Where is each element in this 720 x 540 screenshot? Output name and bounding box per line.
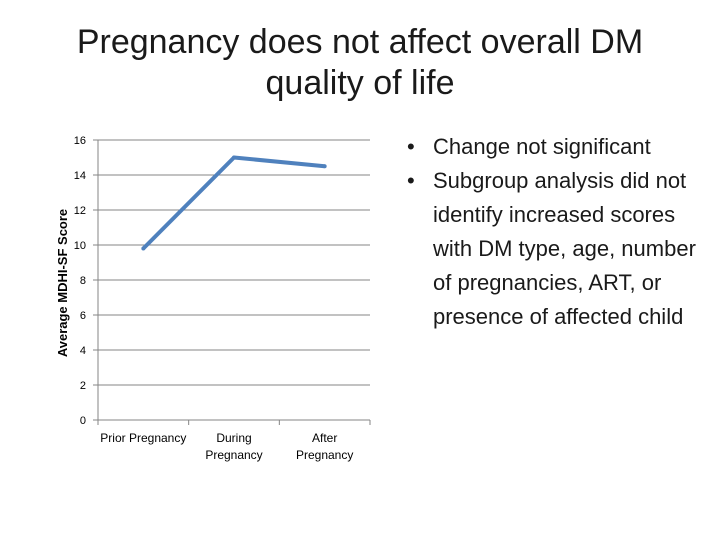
y-tick-label: 6 — [80, 310, 86, 322]
y-tick-label: 8 — [80, 275, 86, 287]
data-point — [232, 155, 236, 160]
bullet-item: Subgroup analysis did not identify incre… — [403, 164, 703, 334]
data-point — [322, 164, 327, 169]
x-tick-label: Prior Pregnancy — [100, 431, 186, 445]
x-tick-label: After Pregnancy — [296, 431, 353, 462]
bullet-list: Change not significant Subgroup analysis… — [403, 130, 703, 334]
slide-title: Pregnancy does not affect overall DM qua… — [20, 22, 700, 104]
x-tick-label: During Pregnancy — [205, 431, 262, 462]
y-tick-label: 16 — [74, 135, 86, 147]
y-tick-label: 0 — [80, 415, 86, 427]
y-tick-label: 14 — [74, 170, 86, 182]
data-point — [141, 246, 146, 251]
title-line-2: quality of life — [265, 64, 455, 102]
line-chart: 0 2 4 6 8 10 12 14 16 Prior Pregnancy During Pregna… — [55, 135, 371, 462]
y-tick-label: 2 — [80, 380, 86, 392]
title-line-1: Pregnancy does not affect overall DM — [76, 23, 644, 61]
y-axis-label: Average MDHI-SF Score — [55, 209, 70, 357]
y-tick-label: 12 — [74, 205, 86, 217]
y-tick-label: 10 — [74, 240, 86, 252]
y-tick-label: 4 — [80, 345, 86, 357]
bullet-item: Change not significant — [403, 130, 703, 164]
series-line — [141, 155, 325, 250]
